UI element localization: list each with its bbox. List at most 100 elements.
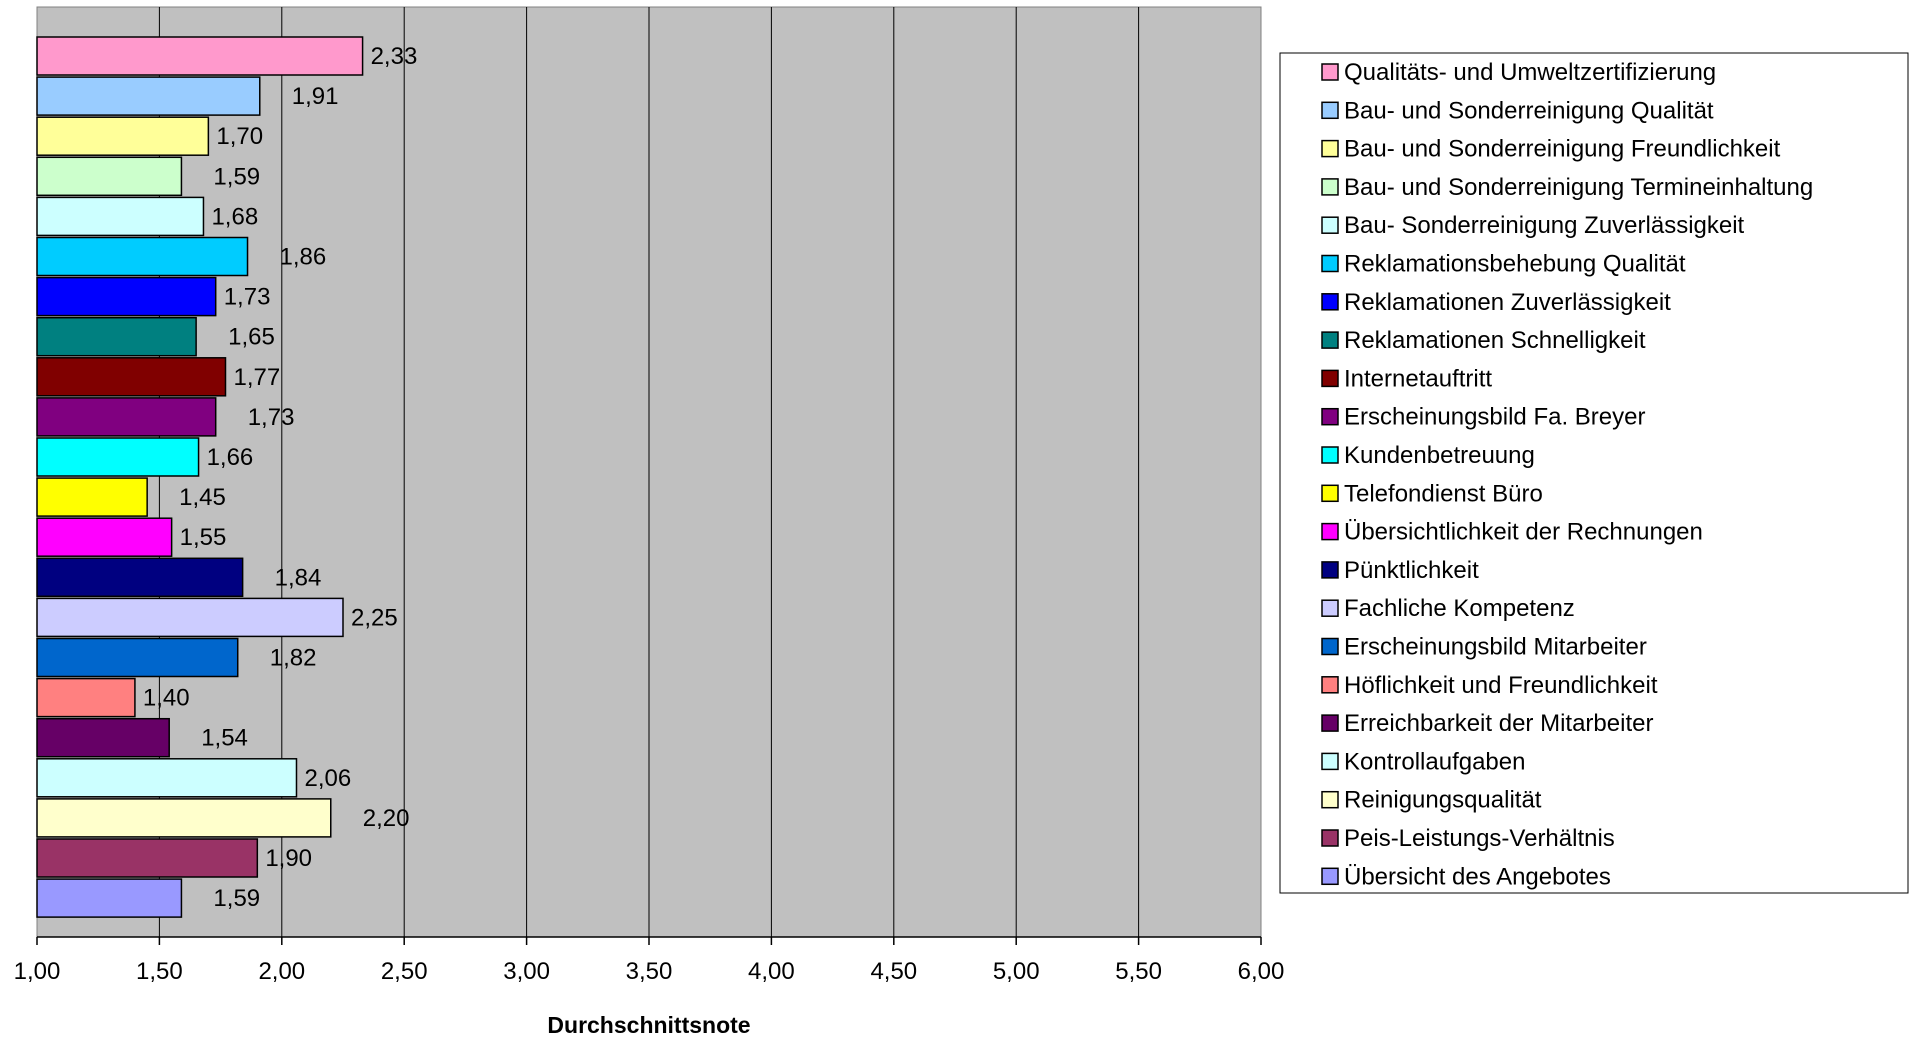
value-labels: 2,33 1,91 1,70 1,59 1,68 1,86 1,73 1,65 1,77 1,73… bbox=[143, 43, 417, 912]
legend-swatch bbox=[1321, 561, 1339, 579]
legend-swatch bbox=[1321, 216, 1339, 234]
legend-label: Bau- Sonderreinigung Zuverlässigkeit bbox=[1344, 212, 1745, 239]
legend-swatch bbox=[1321, 484, 1339, 503]
bar bbox=[36, 878, 183, 918]
value-label: 1,77 bbox=[233, 364, 280, 391]
legend-swatch bbox=[1321, 101, 1339, 120]
value-label: 1,59 bbox=[213, 885, 260, 912]
legend-label: Kundenbetreuung bbox=[1344, 442, 1535, 469]
bar bbox=[36, 477, 148, 517]
legend-swatch bbox=[1321, 522, 1339, 541]
legend-label: Bau- und Sonderreinigung Freundlichkeit bbox=[1344, 136, 1781, 163]
bar bbox=[36, 717, 170, 758]
x-axis-ticks: 1,00 1,50 2,00 2,50 3,00 3,50 4,00 4,50 5,00 5,50… bbox=[14, 937, 1285, 985]
x-tick-label: 1,00 bbox=[14, 958, 61, 985]
legend-swatch bbox=[1321, 637, 1339, 656]
legend-label: Reklamationen Zuverlässigkeit bbox=[1344, 289, 1671, 316]
legend-swatch bbox=[1321, 369, 1339, 388]
bar bbox=[36, 236, 249, 277]
bar bbox=[36, 357, 227, 397]
legend-label: Erreichbarkeit der Mitarbeiter bbox=[1344, 710, 1653, 737]
value-label: 1,54 bbox=[201, 725, 248, 752]
legend-swatch bbox=[1321, 752, 1339, 771]
x-tick-label: 4,50 bbox=[870, 958, 917, 985]
legend-label: Höflichkeit und Freundlichkeit bbox=[1344, 672, 1658, 699]
legend-swatch bbox=[1321, 867, 1339, 886]
legend-swatch bbox=[1321, 599, 1339, 617]
bar bbox=[36, 116, 210, 156]
value-label: 1,82 bbox=[270, 645, 317, 672]
x-tick-label: 4,00 bbox=[748, 958, 795, 985]
value-label: 1,59 bbox=[213, 163, 260, 190]
value-label: 2,06 bbox=[304, 765, 351, 792]
bar bbox=[36, 557, 244, 598]
legend-swatch bbox=[1321, 446, 1339, 464]
legend: Qualitäts- und Umweltzertifizierung Bau- … bbox=[1321, 59, 1813, 890]
legend-label: Übersicht des Angebotes bbox=[1344, 863, 1611, 890]
value-label: 1,65 bbox=[228, 324, 275, 351]
legend-label: Übersichtlichkeit der Rechnungen bbox=[1344, 519, 1703, 546]
x-tick-label: 6,00 bbox=[1238, 958, 1285, 985]
bar bbox=[36, 156, 183, 197]
bar bbox=[36, 637, 239, 678]
bar bbox=[36, 517, 173, 557]
value-label: 2,20 bbox=[363, 805, 410, 832]
legend-label: Fachliche Kompetenz bbox=[1344, 595, 1575, 622]
legend-swatch bbox=[1321, 254, 1339, 273]
x-tick-label: 5,00 bbox=[993, 958, 1040, 985]
x-tick-label: 3,50 bbox=[626, 958, 673, 985]
x-axis-title: Durchschnittsnote bbox=[547, 1012, 750, 1037]
legend-swatch bbox=[1321, 407, 1339, 426]
x-tick-label: 3,00 bbox=[503, 958, 550, 985]
value-label: 1,73 bbox=[224, 284, 271, 311]
bar bbox=[36, 437, 200, 477]
legend-label: Reklamationen Schnelligkeit bbox=[1344, 327, 1646, 354]
value-label: 1,91 bbox=[292, 83, 339, 110]
legend-label: Bau- und Sonderreinigung Qualität bbox=[1344, 97, 1714, 124]
value-label: 1,45 bbox=[179, 484, 226, 511]
legend-label: Reinigungsqualität bbox=[1344, 787, 1542, 814]
bar bbox=[36, 276, 217, 317]
value-label: 1,70 bbox=[216, 123, 263, 150]
value-label: 1,55 bbox=[180, 524, 227, 551]
bar bbox=[36, 798, 332, 838]
value-label: 1,84 bbox=[275, 564, 322, 591]
legend-swatch bbox=[1321, 829, 1339, 847]
bars bbox=[36, 36, 364, 918]
x-tick-label: 5,50 bbox=[1115, 958, 1162, 985]
x-tick-label: 2,50 bbox=[381, 958, 428, 985]
legend-label: Erscheinungsbild Fa. Breyer bbox=[1344, 404, 1645, 431]
value-label: 1,86 bbox=[280, 244, 327, 271]
legend-label: Bau- und Sonderreinigung Termineinhaltun… bbox=[1344, 174, 1813, 201]
bar bbox=[36, 597, 344, 638]
legend-swatch bbox=[1321, 714, 1339, 732]
legend-swatch bbox=[1321, 63, 1339, 81]
legend-swatch bbox=[1321, 139, 1339, 158]
legend-label: Pünktlichkeit bbox=[1344, 557, 1479, 584]
bar bbox=[36, 36, 364, 76]
legend-label: Qualitäts- und Umweltzertifizierung bbox=[1344, 59, 1716, 86]
legend-label: Reklamationsbehebung Qualität bbox=[1344, 251, 1686, 278]
legend-swatch bbox=[1321, 676, 1339, 694]
legend-swatch bbox=[1321, 178, 1339, 196]
legend-swatch bbox=[1321, 790, 1339, 809]
legend-label: Internetauftritt bbox=[1344, 365, 1492, 392]
value-label: 2,25 bbox=[351, 604, 398, 631]
legend-swatch bbox=[1321, 293, 1339, 311]
value-label: 1,66 bbox=[207, 444, 254, 471]
bar bbox=[36, 758, 298, 798]
legend-label: Erscheinungsbild Mitarbeiter bbox=[1344, 634, 1647, 661]
value-label: 1,90 bbox=[265, 845, 312, 872]
x-tick-label: 2,00 bbox=[258, 958, 305, 985]
legend-label: Telefondienst Büro bbox=[1344, 480, 1543, 507]
bar bbox=[36, 196, 205, 237]
bar bbox=[36, 677, 136, 718]
value-label: 1,73 bbox=[248, 404, 295, 431]
bar bbox=[36, 76, 261, 116]
value-label: 2,33 bbox=[371, 43, 418, 70]
value-label: 1,40 bbox=[143, 685, 190, 712]
bar bbox=[36, 316, 197, 357]
legend-label: Kontrollaufgaben bbox=[1344, 748, 1525, 775]
legend-box bbox=[1279, 52, 1909, 894]
